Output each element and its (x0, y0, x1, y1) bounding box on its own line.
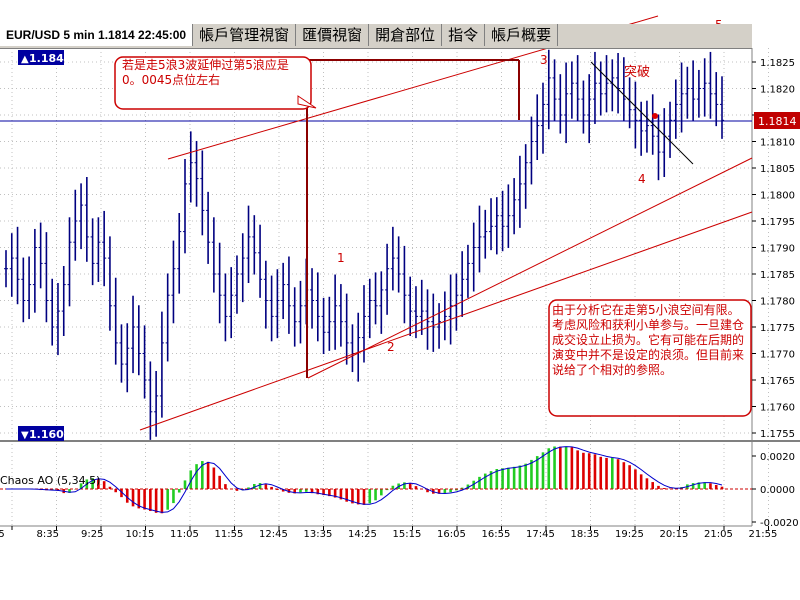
note-top-box (114, 56, 312, 110)
time-tick-label: 20:15 (660, 529, 689, 540)
note-right: 由于分析它在走第5小浪空间有限。考虑风险和获利小单参与。一旦建仓成交设立止损为。… (552, 303, 744, 377)
wave-extension-bracket (306, 59, 520, 378)
time-tick-label: 18:35 (571, 529, 600, 540)
time-tick-label: 11:05 (170, 529, 199, 540)
indicator-label: Chaos AO (5,34,5) (0, 474, 100, 487)
price-tick-label: 1.1755 (760, 429, 795, 440)
note-top-pointer (297, 95, 317, 109)
note-right-box (548, 299, 752, 417)
ao-tick-label: -0.0020 (760, 518, 799, 529)
price-tick-label: 1.1775 (760, 323, 795, 334)
price-tick-label: 1.1760 (760, 403, 795, 414)
breakout-line (590, 61, 694, 165)
time-tick-label: 10:15 (126, 529, 155, 540)
time-tick-label: 45 (0, 529, 5, 540)
time-tick-label: 9:25 (81, 529, 103, 540)
high-marker-label: 1.1844 (29, 52, 72, 65)
price-tick-label: 1.1780 (760, 297, 795, 308)
price-tick-label: 1.1795 (760, 217, 795, 228)
low-marker-box (18, 426, 64, 441)
time-tick-label: 12:45 (259, 529, 288, 540)
tab-5[interactable]: 帳戶概要 (485, 24, 559, 46)
current-price-box (754, 112, 800, 129)
tab-2[interactable]: 匯價視窗 (296, 24, 370, 46)
window-tab-bar: EUR/USD 5 min 1.1814 22:45:00 帳戶管理視窗 匯價視窗開… (0, 24, 752, 49)
high-marker-arrow: ▲ (21, 54, 29, 65)
price-tick-label: 1.1805 (760, 164, 795, 175)
time-tick-label: 11:55 (215, 529, 244, 540)
time-tick-label: 21:55 (749, 529, 778, 540)
ao-tick-label: 0.0000 (760, 485, 795, 496)
high-marker-box (18, 50, 64, 65)
tab-1[interactable]: 帳戶管理視窗 (193, 24, 297, 46)
tab-3[interactable]: 開倉部位 (369, 24, 443, 46)
note-top: 若是走5浪3波延伸过第5浪应是0。0045点位左右 (122, 58, 289, 87)
tab-0[interactable]: EUR/USD 5 min 1.1814 22:45:00 (0, 24, 194, 46)
wave2-support-line (307, 157, 753, 379)
time-tick-label: 8:35 (37, 529, 59, 540)
lower-channel-line (139, 211, 753, 431)
ao-tick-label: 0.0020 (760, 452, 795, 463)
wave-label-4: 4 (638, 172, 646, 186)
breakout-point (652, 113, 658, 119)
time-tick-label: 16:05 (437, 529, 466, 540)
time-tick-label: 17:45 (526, 529, 555, 540)
low-marker-label: 1.1608 (29, 428, 71, 441)
time-tick-label: 16:55 (482, 529, 511, 540)
price-tick-label: 1.1800 (760, 191, 795, 202)
price-tick-label: 1.1810 (760, 138, 795, 149)
time-tick-label: 19:25 (615, 529, 644, 540)
ao-histogram (33, 446, 724, 514)
breakout-label: 突破 (624, 64, 650, 80)
low-marker-arrow: ▼ (21, 430, 29, 441)
time-tick-label: 15:15 (393, 529, 422, 540)
price-tick-label: 1.1825 (760, 58, 795, 69)
time-axis: 45 8:35 9:25 10:15 11:05 11:55 12:45 13:35 14:25… (0, 526, 777, 540)
price-tick-label: 1.1770 (760, 350, 795, 361)
price-tick-label: 1.1765 (760, 376, 795, 387)
candles (4, 49, 724, 440)
ao-axis: 0.0020 0.0000 -0.0020 (752, 452, 799, 529)
time-tick-label: 21:05 (704, 529, 733, 540)
price-tick-label: 1.1790 (760, 244, 795, 255)
wave-label-3: 3 (540, 53, 548, 67)
wave-label-2: 2 (387, 340, 395, 354)
ao-signal-line (6, 446, 723, 513)
price-tick-label: 1.1785 (760, 270, 795, 281)
time-tick-label: 13:35 (304, 529, 333, 540)
wave-label-1: 1 (337, 251, 345, 265)
current-price-label: 1.1814 (758, 115, 797, 128)
time-tick-label: 14:25 (348, 529, 377, 540)
price-tick-label: 1.1820 (760, 85, 795, 96)
tab-4[interactable]: 指令 (442, 24, 486, 46)
